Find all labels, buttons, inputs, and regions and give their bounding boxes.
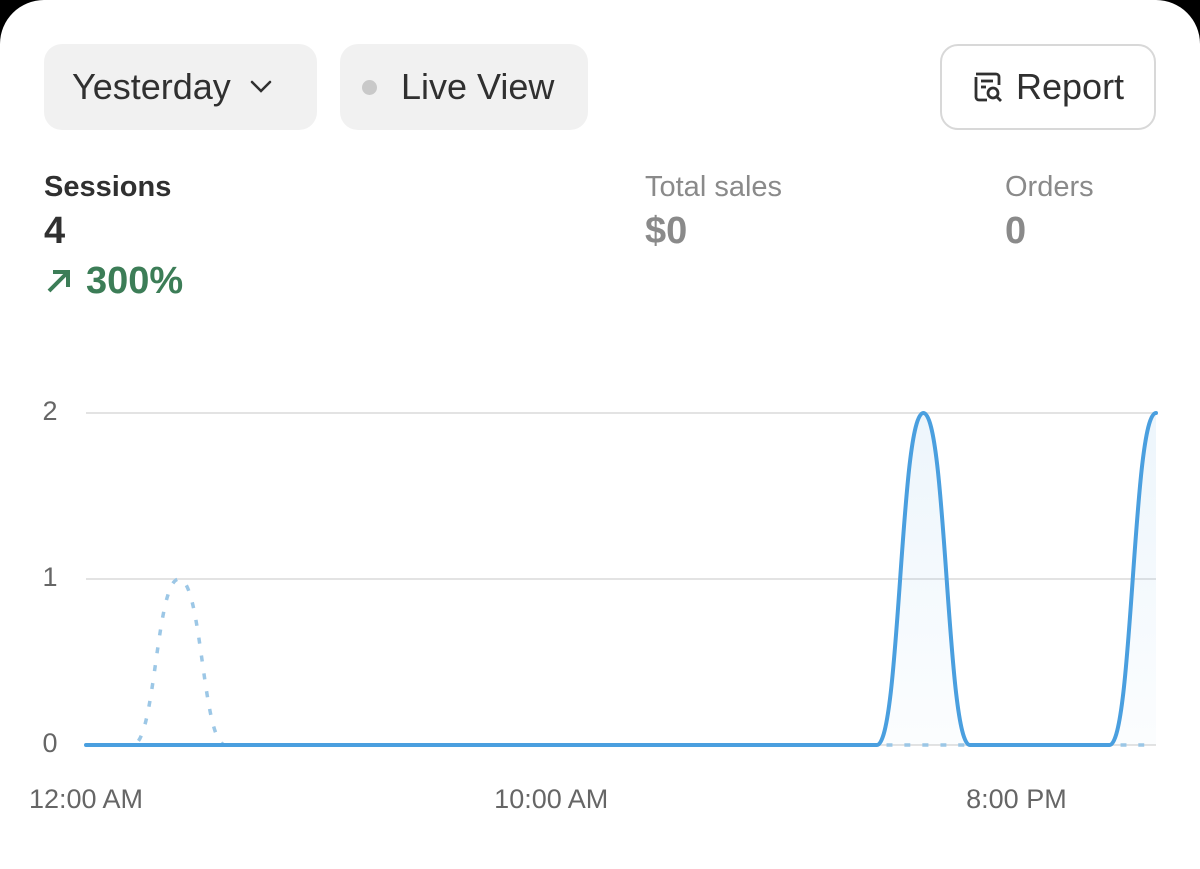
live-view-label: Live View — [401, 66, 555, 107]
metric-label: Orders — [1005, 171, 1094, 203]
metric-value: $0 — [645, 210, 688, 252]
metric-change-value: 300% — [86, 260, 184, 302]
sales-metric[interactable]: Total sales $0 — [645, 168, 782, 256]
metric-change: 300% — [44, 256, 183, 306]
area-fill — [86, 413, 1156, 745]
orders-metric[interactable]: Orders 0 — [1005, 168, 1094, 256]
series-line — [84, 410, 1158, 747]
status-dot — [362, 79, 377, 95]
report-icon — [974, 72, 1002, 102]
x-tick-label: 12:00 AM — [29, 784, 143, 814]
date-range-button[interactable]: Yesterday — [44, 44, 317, 130]
date-range-label: Yesterday — [72, 66, 231, 107]
chevron-icon — [250, 80, 272, 93]
up-arrow-icon — [47, 270, 70, 293]
report-button[interactable]: Report — [940, 44, 1156, 130]
metric-value: 0 — [1005, 210, 1027, 252]
y-tick-label: 0 — [42, 728, 57, 758]
y-tick-label: 1 — [42, 562, 57, 592]
sessions-metric[interactable]: Sessions 4 300% — [44, 168, 183, 306]
report-label: Report — [1016, 66, 1125, 107]
x-tick-label: 8:00 PM — [966, 784, 1067, 814]
metric-label: Sessions — [44, 171, 172, 203]
series-line — [86, 577, 1156, 747]
y-tick-label: 2 — [42, 396, 57, 426]
live-view-button[interactable]: Live View — [340, 44, 588, 130]
metric-label: Total sales — [645, 171, 783, 203]
metric-value: 4 — [44, 210, 66, 252]
x-tick-label: 10:00 AM — [494, 784, 608, 814]
